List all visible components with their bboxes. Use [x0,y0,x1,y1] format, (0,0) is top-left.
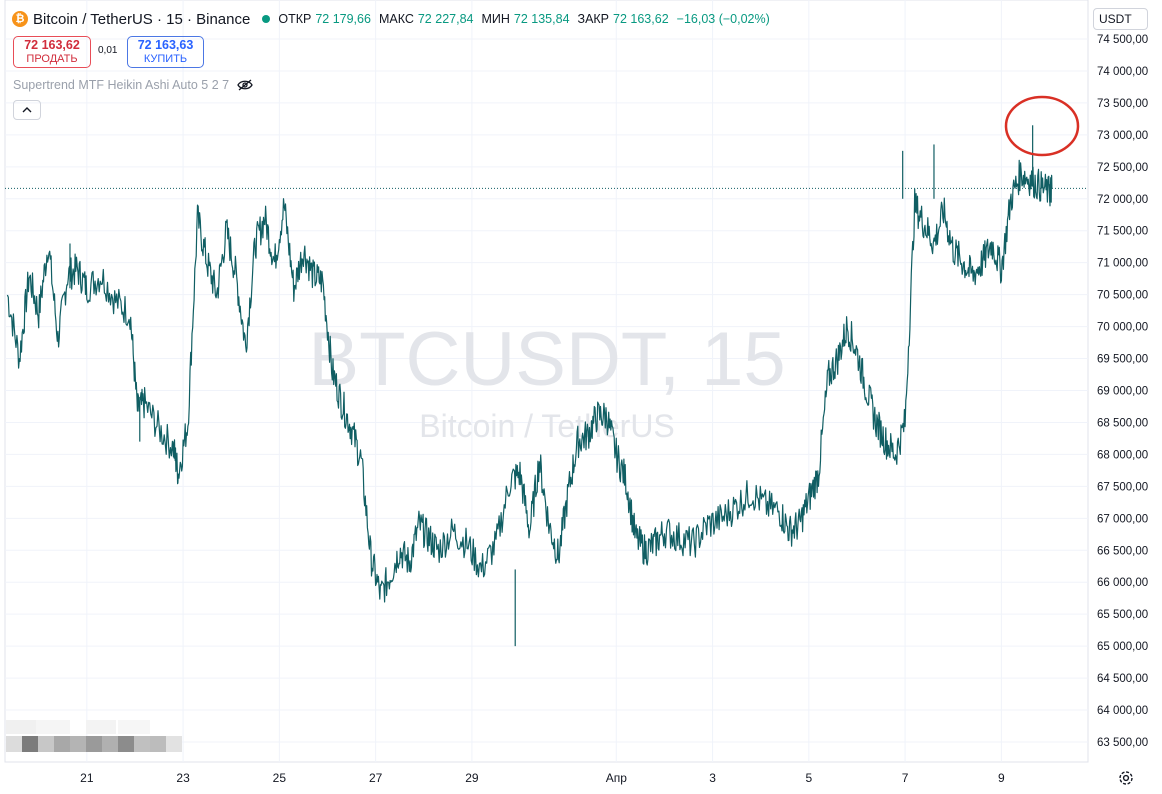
y-tick-label: 68 500,00 [1097,417,1148,429]
watermark-symbol: BTCUSDT, 15 [308,317,785,402]
y-tick-label: 65 500,00 [1097,609,1148,621]
bitcoin-icon: ₿ [12,11,28,27]
y-tick-label: 72 500,00 [1097,162,1148,174]
high-label: МАКС [378,12,414,26]
eye-crossed-icon[interactable] [237,79,253,91]
sell-button[interactable]: 72 163,62 ПРОДАТЬ [13,36,91,68]
change-value: −16,03 (−0,02%) [676,12,770,26]
buy-price: 72 163,63 [137,38,194,52]
y-tick-label: 68 000,00 [1097,449,1148,461]
y-tick-label: 71 000,00 [1097,258,1148,270]
y-tick-label: 73 500,00 [1097,98,1148,110]
indicator-name: Supertrend MTF Heikin Ashi Auto 5 2 7 [13,78,230,92]
close-label: ЗАКР [577,12,610,26]
x-tick-label: 7 [902,771,909,785]
y-tick-label: 64 000,00 [1097,705,1148,717]
x-axis[interactable]: 21 23 25 27 29 Апр 3 5 7 9 [80,771,1005,785]
price-series [5,125,1088,647]
x-tick-label: 27 [369,771,383,785]
currency-select[interactable]: USDT [1093,8,1148,30]
open-label: ОТКР [278,12,312,26]
symbol-title[interactable]: Bitcoin / TetherUS · 15 · Binance [33,10,251,28]
x-tick-label: 9 [998,771,1005,785]
sell-price: 72 163,62 [24,38,80,52]
y-tick-label: 67 500,00 [1097,481,1148,493]
y-tick-label: 66 000,00 [1097,577,1148,589]
high-value: 72 227,84 [417,12,474,26]
indicator-legend[interactable]: Supertrend MTF Heikin Ashi Auto 5 2 7 [13,78,253,92]
chevron-up-icon [22,107,32,113]
y-tick-label: 64 500,00 [1097,673,1148,685]
buy-button[interactable]: 72 163,63 КУПИТЬ [127,36,204,68]
low-label: МИН [481,12,510,26]
y-tick-label: 74 500,00 [1097,34,1148,46]
close-value: 72 163,62 [613,12,669,26]
y-tick-label: 67 000,00 [1097,513,1148,525]
y-tick-label: 70 000,00 [1097,322,1148,334]
y-tick-label: 70 500,00 [1097,290,1148,302]
market-status-dot [262,15,271,23]
y-tick-label: 74 000,00 [1097,66,1148,78]
y-tick-label: 65 000,00 [1097,641,1148,653]
watermark-name: Bitcoin / TetherUS [419,408,675,444]
chart-header: ₿ Bitcoin / TetherUS · 15 · Binance ОТКР… [12,9,774,29]
y-tick-label: 71 500,00 [1097,226,1148,238]
open-value: 72 179,66 [315,12,371,26]
buy-label: КУПИТЬ [143,53,188,65]
y-axis[interactable]: 74 500,00 74 000,00 73 500,00 73 000,00 72 5… [1097,34,1148,749]
gear-icon[interactable] [1117,769,1135,787]
price-line [6,159,1053,603]
x-tick-label: 23 [176,771,190,785]
y-tick-label: 72 000,00 [1097,194,1148,206]
y-tick-label: 63 500,00 [1097,737,1148,749]
x-tick-label: 5 [805,771,812,785]
chart-grid [4,0,1089,763]
ohlc-values: ОТКР 72 179,66 МАКС 72 227,84 МИН 72 135,84… [278,12,773,26]
x-tick-label: 29 [465,771,479,785]
x-tick-label: 3 [709,771,716,785]
y-tick-label: 73 000,00 [1097,130,1148,142]
y-tick-label: 66 500,00 [1097,545,1148,557]
plot-border [4,0,1089,763]
blurred-watermark [6,720,182,752]
y-tick-label: 69 000,00 [1097,386,1148,398]
x-tick-label: Апр [606,771,628,785]
x-tick-label: 21 [80,771,94,785]
spread-value: 0,01 [98,45,118,56]
sell-label: ПРОДАТЬ [26,53,78,65]
x-tick-label: 25 [273,771,287,785]
collapse-legend-button[interactable] [13,100,41,120]
annotation-circle[interactable] [1004,95,1080,157]
low-value: 72 135,84 [513,12,570,26]
y-tick-label: 69 500,00 [1097,354,1148,366]
